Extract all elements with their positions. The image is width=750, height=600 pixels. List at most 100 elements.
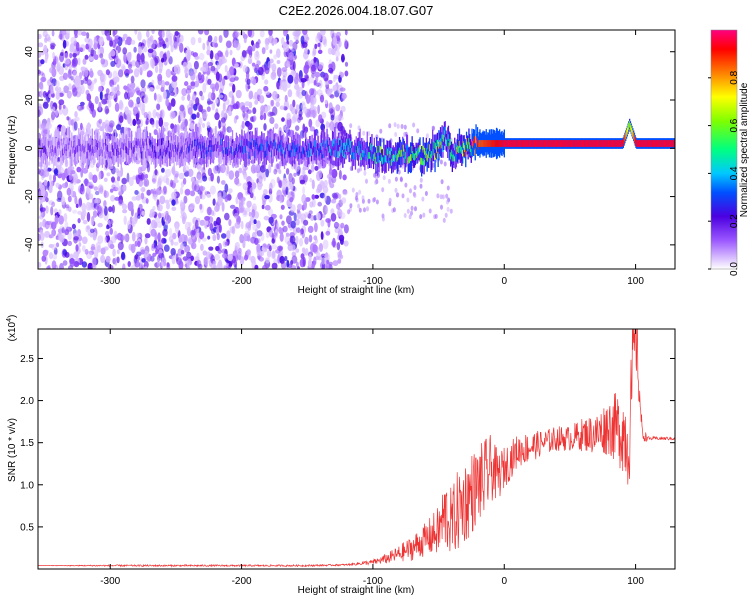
noise-speckle [146, 218, 151, 225]
noise-speckle [244, 101, 251, 107]
ridge-band-core [668, 140, 670, 147]
ridge-band-core [600, 140, 602, 147]
noise-speckle [131, 216, 138, 225]
noise-speckle [292, 99, 296, 108]
ridge-band-core [214, 144, 216, 151]
ridge-band-core [367, 154, 369, 162]
ridge-band-core [126, 146, 128, 154]
noise-speckle [273, 54, 277, 60]
ridge-band-core [223, 150, 225, 157]
noise-speckle [100, 247, 106, 255]
noise-speckle [106, 224, 110, 230]
noise-speckle [295, 248, 300, 253]
ridge-band-core [287, 144, 289, 152]
ridge-band-core [224, 140, 226, 148]
noise-speckle [269, 49, 273, 54]
noise-speckle [55, 242, 60, 248]
ridge-band-core [276, 148, 278, 156]
noise-speckle [168, 33, 173, 38]
noise-speckle [446, 206, 450, 212]
noise-speckle [126, 83, 131, 92]
noise-speckle [304, 236, 309, 245]
noise-speckle [57, 190, 63, 201]
noise-speckle [325, 205, 329, 214]
noise-speckle [329, 121, 335, 131]
noise-speckle [403, 124, 407, 130]
noise-speckle [136, 96, 141, 105]
ridge-band-core [666, 140, 669, 147]
noise-speckle [153, 221, 158, 229]
noise-speckle [445, 193, 449, 199]
ridge-band-core [181, 147, 183, 155]
ridge-band-core [279, 141, 281, 149]
noise-speckle [131, 231, 136, 242]
noise-speckle [253, 115, 257, 122]
ridge-band-core [613, 140, 615, 147]
noise-speckle [202, 63, 209, 73]
noise-speckle [241, 120, 245, 129]
noise-speckle [234, 76, 239, 81]
noise-speckle [118, 185, 124, 195]
ridge-band-core [479, 140, 481, 147]
ridge-band-core [169, 152, 171, 159]
noise-speckle [93, 54, 99, 60]
ridge-band-core [111, 143, 113, 150]
noise-speckle [336, 203, 341, 210]
noise-speckle [81, 236, 88, 245]
noise-speckle [151, 174, 157, 185]
ridge-band-core [614, 140, 616, 147]
noise-speckle [201, 237, 207, 242]
ridge-band-core [495, 140, 497, 147]
noise-speckle [234, 170, 240, 178]
ridge-band-core [396, 154, 398, 162]
ridge-band-core [618, 140, 620, 147]
colorbar-gradient [711, 30, 737, 269]
noise-speckle [90, 184, 95, 189]
ridge-band-core [610, 140, 613, 147]
noise-speckle [267, 60, 272, 69]
ridge-band-core [41, 149, 43, 156]
noise-speckle [183, 165, 190, 172]
noise-speckle [99, 71, 103, 78]
ridge-band-core [279, 139, 282, 147]
noise-speckle [190, 81, 196, 87]
noise-speckle [314, 90, 319, 95]
noise-speckle [139, 91, 146, 99]
spectrogram-ytick-label: -40 [24, 237, 35, 252]
noise-speckle [45, 122, 52, 130]
noise-speckle [396, 123, 400, 129]
ridge-band-core [551, 140, 553, 147]
noise-speckle [45, 34, 51, 42]
ridge-band-core [155, 151, 157, 159]
noise-speckle [301, 194, 307, 204]
noise-speckle [156, 93, 162, 103]
noise-speckle [228, 110, 233, 116]
ridge-band-core [426, 153, 428, 161]
noise-speckle [211, 101, 216, 111]
noise-speckle [229, 66, 235, 76]
ridge-band-core [157, 151, 160, 159]
noise-speckle [313, 256, 317, 266]
noise-speckle [242, 111, 246, 118]
ridge-band-core [659, 140, 661, 147]
noise-speckle [311, 72, 315, 79]
noise-speckle [196, 174, 202, 179]
ridge-band-core [160, 138, 163, 146]
noise-speckle [142, 171, 146, 181]
ridge-band-core [590, 140, 592, 147]
noise-speckle [256, 88, 263, 96]
ridge-band-core [655, 140, 657, 147]
noise-speckle [100, 58, 106, 65]
noise-speckle [74, 75, 81, 86]
noise-speckle [234, 177, 240, 185]
ridge-band-core [569, 140, 571, 147]
noise-speckle [207, 62, 213, 67]
noise-speckle [267, 111, 274, 117]
noise-speckle [180, 249, 185, 255]
ridge-band-core [438, 141, 440, 149]
ridge-band-core [94, 146, 96, 153]
noise-speckle [140, 45, 145, 54]
noise-speckle [312, 197, 316, 208]
noise-speckle [62, 104, 66, 109]
ridge-band-core [417, 147, 420, 155]
